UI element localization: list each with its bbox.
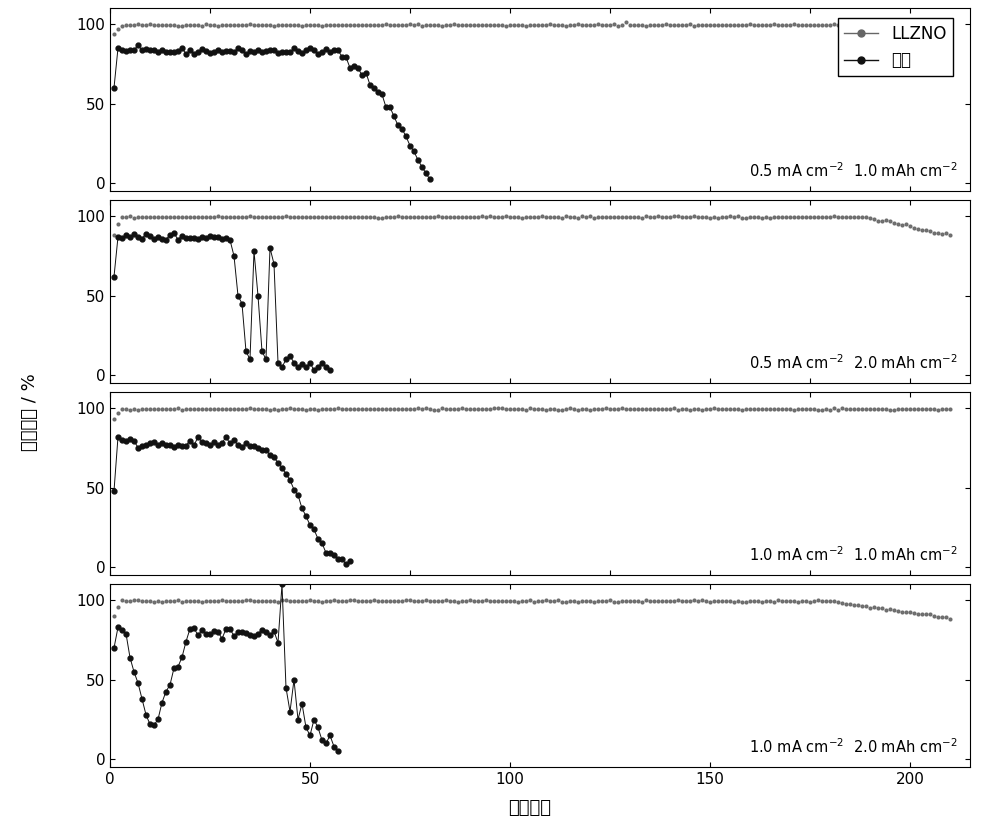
Text: 1.0 mA cm$^{-2}$  2.0 mAh cm$^{-2}$: 1.0 mA cm$^{-2}$ 2.0 mAh cm$^{-2}$	[749, 738, 957, 757]
Text: 1.0 mA cm$^{-2}$  1.0 mAh cm$^{-2}$: 1.0 mA cm$^{-2}$ 1.0 mAh cm$^{-2}$	[749, 545, 957, 564]
Text: 0.5 mA cm$^{-2}$  1.0 mAh cm$^{-2}$: 0.5 mA cm$^{-2}$ 1.0 mAh cm$^{-2}$	[749, 162, 957, 180]
Legend: LLZNO, 铜箔: LLZNO, 铜箔	[838, 18, 953, 76]
Text: 库伦效率 / %: 库伦效率 / %	[21, 374, 39, 451]
Text: 0.5 mA cm$^{-2}$  2.0 mAh cm$^{-2}$: 0.5 mA cm$^{-2}$ 2.0 mAh cm$^{-2}$	[749, 353, 957, 372]
Text: 循环圈数: 循环圈数	[509, 799, 552, 817]
